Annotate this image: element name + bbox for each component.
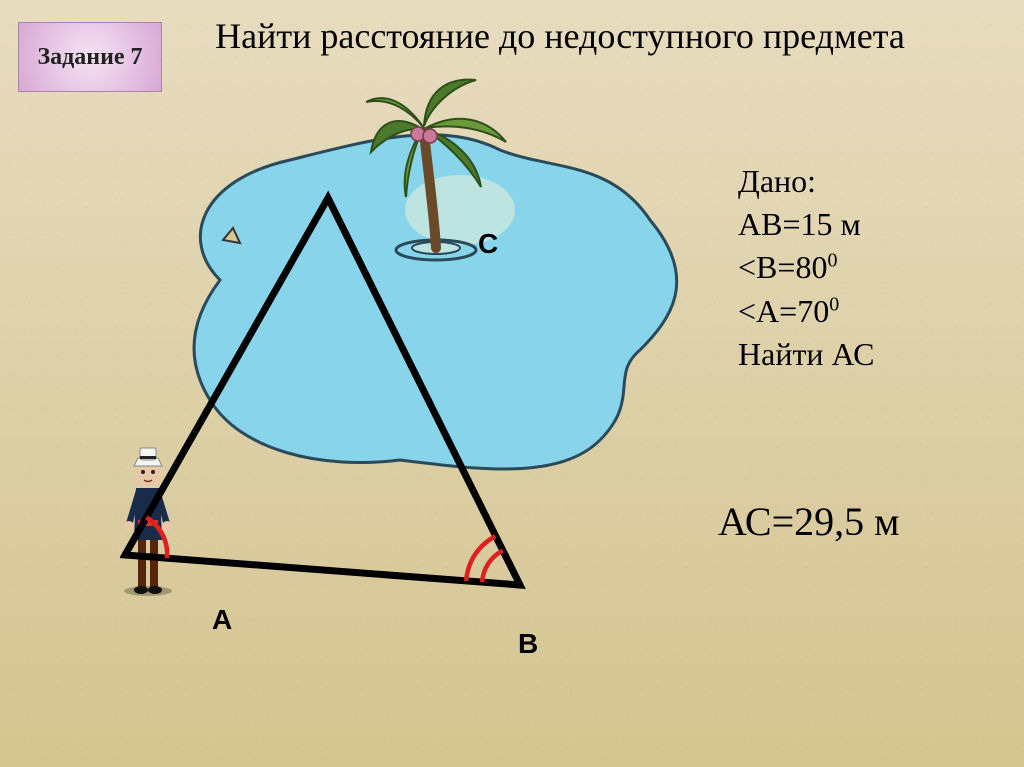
angle-arc-a	[146, 518, 167, 559]
given-line: <В=800	[738, 246, 874, 289]
given-heading: Дано:	[738, 160, 874, 203]
vertex-label-c: С	[478, 228, 498, 260]
island-peak	[223, 228, 240, 243]
task-badge-text: Задание 7	[37, 44, 142, 71]
given-line: <А=700	[738, 290, 874, 333]
given-line: Найти АС	[738, 333, 874, 376]
answer-text: АС=29,5 м	[718, 498, 899, 545]
given-line: АВ=15 м	[738, 203, 874, 246]
triangle-shape	[125, 198, 520, 585]
vertex-label-a: А	[212, 604, 232, 636]
given-block: Дано: АВ=15 м <В=800 <А=700 Найти АС	[738, 160, 874, 376]
slide-title: Найти расстояние до недоступного предмет…	[210, 14, 910, 59]
task-badge: Задание 7	[18, 22, 162, 92]
vertex-label-b: В	[518, 628, 538, 660]
angle-arc-b-inner	[482, 551, 503, 583]
triangle-diagram	[120, 180, 680, 660]
coconut-icon	[423, 129, 437, 143]
